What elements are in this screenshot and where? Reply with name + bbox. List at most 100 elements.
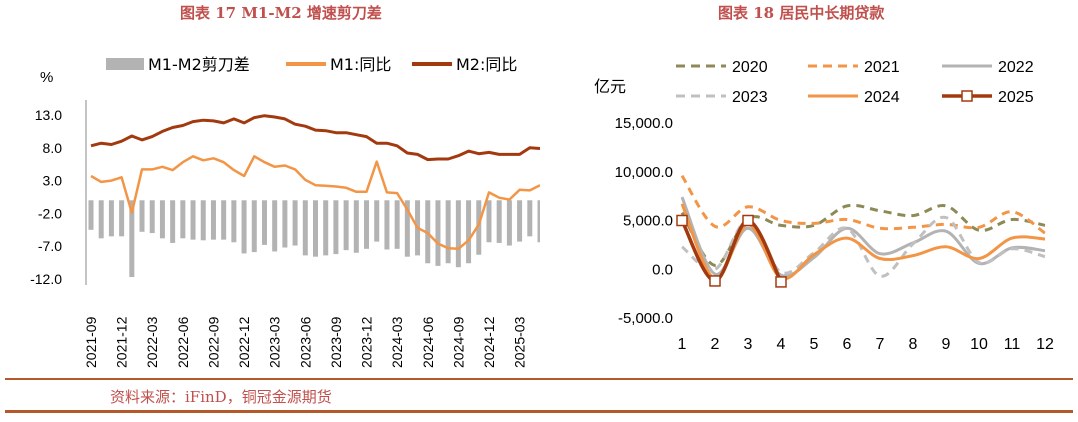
- bar-gap: [251, 200, 257, 253]
- left-lines: [90, 114, 540, 251]
- right-legend: 2020 2021 2022 2023 2024 2025: [676, 59, 1034, 106]
- left-x-ticks: 2021-09 2021-12 2022-03 2022-06 2022-09 2022-…: [83, 316, 528, 368]
- bar-gap: [496, 200, 502, 243]
- x-tick-label: 2023-06: [297, 316, 313, 368]
- bar-gap: [129, 200, 135, 278]
- series-marker-2025: [742, 214, 754, 227]
- right-y-ticks: 15,000.0 10,000.0 5,000.0 0.0 -5,000.0: [615, 115, 673, 327]
- left-legend: M1-M2剪刀差 M1:同比 M2:同比: [106, 55, 517, 74]
- series-marker-2025: [775, 276, 787, 288]
- y-tick-label: 15,000.0: [615, 115, 673, 132]
- y-tick-label: -5,000.0: [618, 310, 673, 327]
- x-tick-label: 5: [810, 336, 819, 353]
- series-line-2021: [680, 174, 1046, 235]
- left-y-ticks: 13.0 8.0 3.0 -2.0 -7.0 -12.0: [30, 107, 62, 287]
- left-bars: [88, 200, 540, 278]
- legend-label: M2:同比: [456, 55, 517, 74]
- bar-gap: [486, 200, 492, 243]
- series-line-2025: [680, 218, 783, 283]
- x-tick-label: 2024-06: [420, 316, 436, 368]
- bar-gap: [231, 200, 237, 243]
- series-line: [90, 114, 540, 162]
- bar-gap: [241, 200, 247, 254]
- y-tick-label: 8.0: [43, 140, 63, 156]
- bar-gap: [404, 200, 410, 257]
- legend-marker-2025: [961, 90, 973, 102]
- bar-gap: [180, 200, 186, 239]
- bar-gap: [343, 200, 349, 251]
- x-tick-label: 2: [711, 336, 720, 353]
- x-tick-label: 2024-12: [481, 316, 497, 368]
- bar-gap: [445, 200, 451, 264]
- bar-gap: [353, 200, 359, 253]
- right-lines: [676, 174, 1046, 288]
- x-tick-label: 2025-03: [512, 316, 528, 368]
- y-tick-label: 10,000.0: [615, 164, 673, 181]
- bar-gap: [261, 200, 267, 245]
- m1-m2-chart: M1-M2剪刀差 M1:同比 M2:同比 % 13.0 8.0 3.0 -2.0 -7.0 -…: [30, 55, 540, 368]
- chart-title-right: 图表 18 居民中长期贷款: [718, 4, 885, 22]
- bar-gap: [517, 200, 523, 242]
- bar-gap: [466, 200, 472, 264]
- bar-gap: [190, 200, 196, 240]
- legend-swatch-bar: [106, 58, 144, 70]
- x-tick-label: 2023-03: [267, 316, 283, 368]
- legend-label: 2023: [732, 89, 768, 106]
- bar-gap: [394, 200, 400, 249]
- y-tick-label: 13.0: [35, 107, 62, 123]
- x-tick-label: 2024-03: [389, 316, 405, 368]
- x-tick-label: 7: [876, 336, 885, 353]
- bar-gap: [292, 200, 298, 246]
- source-note: 资料来源：iFinD，铜冠金源期货: [110, 388, 332, 406]
- bar-gap: [364, 200, 370, 249]
- right-y-axis-label: 亿元: [594, 77, 626, 96]
- bar-gap: [302, 200, 308, 256]
- x-tick-label: 2024-09: [450, 316, 466, 368]
- bar-gap: [98, 200, 104, 239]
- bar-gap: [170, 200, 176, 243]
- x-tick-label: 2021-09: [83, 316, 99, 368]
- bar-gap: [108, 200, 114, 237]
- x-tick-label: 2021-12: [114, 316, 130, 368]
- legend-label: 2022: [998, 59, 1034, 76]
- series-marker-2025: [676, 214, 688, 227]
- legend-label: 2025: [998, 89, 1034, 106]
- bar-gap: [119, 200, 125, 237]
- x-tick-label: 2023-12: [359, 316, 375, 368]
- x-tick-label: 2022-06: [175, 316, 191, 368]
- divider-top: [5, 378, 1073, 380]
- bar-gap: [374, 200, 380, 242]
- bar-gap: [323, 200, 329, 256]
- left-y-axis-label: %: [40, 69, 53, 86]
- legend-label: M1-M2剪刀差: [148, 55, 250, 74]
- series-marker-2025: [709, 275, 721, 287]
- x-tick-label: 2022-03: [144, 316, 160, 368]
- x-tick-label: 12: [1036, 336, 1054, 353]
- bar-gap: [313, 200, 318, 257]
- x-tick-label: 2022-12: [236, 316, 252, 368]
- x-tick-label: 2022-09: [205, 316, 221, 368]
- y-tick-label: 5,000.0: [623, 213, 673, 230]
- x-tick-label: 10: [970, 336, 988, 353]
- bar-gap: [221, 200, 227, 240]
- bar-gap: [139, 200, 145, 232]
- bar-gap: [88, 200, 94, 230]
- x-tick-label: 8: [909, 336, 918, 353]
- bar-gap: [282, 200, 288, 248]
- bar-gap: [384, 200, 390, 250]
- x-tick-label: 4: [777, 336, 786, 353]
- legend-label: M1:同比: [330, 55, 391, 74]
- bar-gap: [455, 200, 461, 268]
- y-tick-label: 0.0: [652, 261, 673, 278]
- y-tick-label: 3.0: [43, 173, 63, 189]
- legend-label: 2021: [864, 59, 900, 76]
- bar-gap: [527, 200, 533, 237]
- bar-gap: [435, 200, 441, 266]
- bar-gap: [333, 200, 339, 255]
- bar-gap: [200, 200, 206, 241]
- x-tick-label: 3: [744, 336, 753, 353]
- chart-title-left: 图表 17 M1-M2 增速剪刀差: [180, 4, 382, 22]
- y-tick-label: -7.0: [38, 238, 62, 254]
- x-tick-label: 2023-09: [328, 316, 344, 368]
